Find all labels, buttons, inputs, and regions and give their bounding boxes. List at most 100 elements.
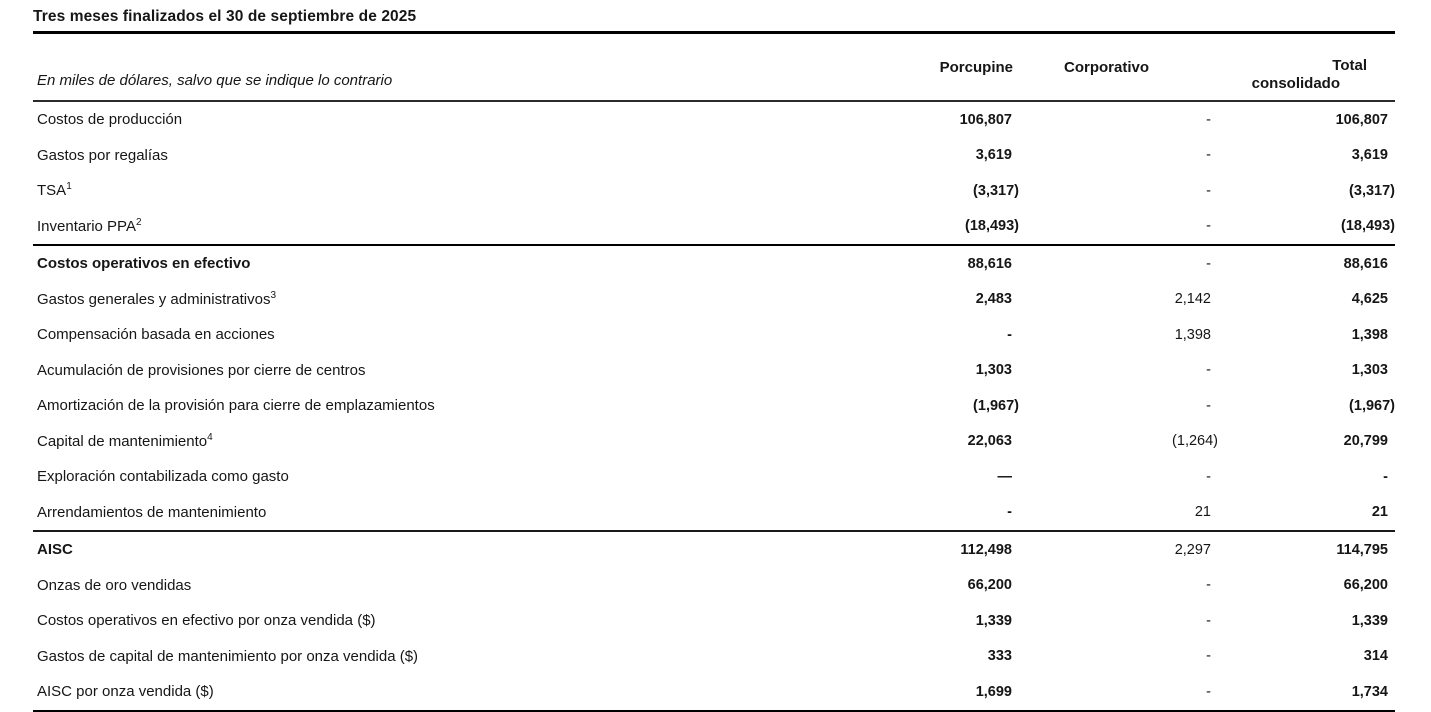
col-header-total-line2: consolidado — [1251, 75, 1340, 92]
cell-value: 333 — [987, 648, 1012, 665]
cell-value: - — [1206, 468, 1211, 485]
cell-total-consolidado: 20,799 — [1218, 424, 1395, 460]
row-label: Onzas de oro vendidas — [33, 568, 850, 604]
cell-corporativo: - — [1019, 138, 1218, 174]
cell-value: 2,483 — [975, 291, 1012, 308]
cell-value: — — [997, 468, 1013, 485]
row-label-text: AISC — [37, 541, 73, 559]
cell-value: 21 — [1194, 504, 1211, 521]
cell-corporativo: - — [1019, 568, 1218, 604]
cell-porcupine: 112,498 — [850, 531, 1019, 568]
cell-value: 1,339 — [1351, 612, 1388, 629]
row-label-text: Compensación basada en acciones — [37, 326, 275, 344]
footnote-marker: 3 — [270, 289, 276, 301]
row-label-text: Capital de mantenimiento — [37, 432, 208, 450]
cell-corporativo: 2,297 — [1019, 531, 1218, 568]
cell-value: 66,200 — [1343, 577, 1388, 594]
row-label: Arrendamientos de mantenimiento — [33, 494, 850, 532]
table-row: Costos operativos en efectivo por onza v… — [33, 603, 1395, 639]
cell-value: - — [1206, 683, 1211, 700]
row-label-text: Onzas de oro vendidas — [37, 576, 192, 594]
row-label: AISC — [33, 531, 850, 568]
cell-total-consolidado: 114,795 — [1218, 531, 1395, 568]
cell-value: - — [1206, 648, 1211, 665]
cell-value: - — [1206, 612, 1211, 629]
cell-corporativo: - — [1019, 674, 1218, 712]
cell-value: 2,297 — [1174, 541, 1211, 558]
cell-value: - — [1206, 111, 1211, 128]
cell-total-consolidado: (1,967) — [1218, 388, 1395, 424]
cell-porcupine: (3,317) — [850, 173, 1019, 209]
row-label: Gastos por regalías — [33, 138, 850, 174]
cell-value: 1,339 — [975, 612, 1012, 629]
cell-porcupine: (18,493) — [850, 208, 1019, 246]
cell-porcupine: 1,699 — [850, 674, 1019, 712]
row-label-text: TSA — [37, 182, 67, 200]
cell-value: 88,616 — [967, 255, 1012, 272]
table-header-row: En miles de dólares, salvo que se indiqu… — [33, 34, 1395, 102]
table-row: Exploración contabilizada como gasto — -… — [33, 459, 1395, 495]
table-row: AISC 112,498 2,297 114,795 — [33, 531, 1395, 568]
footnote-marker: 2 — [135, 216, 142, 228]
cell-value: 3,619 — [1351, 147, 1388, 164]
aisc-table: En miles de dólares, salvo que se indiqu… — [33, 34, 1395, 712]
cell-total-consolidado: - — [1218, 459, 1395, 495]
cell-total-consolidado: (3,317) — [1218, 173, 1395, 209]
row-label: Costos operativos en efectivo por onza v… — [33, 603, 850, 639]
financial-statement-sheet: Tres meses finalizados el 30 de septiemb… — [33, 0, 1395, 712]
cell-porcupine: 106,807 — [850, 101, 1019, 138]
col-header-corporativo: Corporativo — [1019, 34, 1218, 102]
cell-value: - — [1206, 218, 1211, 235]
cell-value: - — [1206, 397, 1211, 414]
cell-porcupine: 66,200 — [850, 568, 1019, 604]
row-label-text: Acumulación de provisiones por cierre de… — [37, 361, 366, 379]
cell-value: 106,807 — [1335, 111, 1388, 128]
col-header-total-line1: Total — [1332, 57, 1367, 74]
cell-value: 1,699 — [975, 683, 1012, 700]
row-label: AISC por onza vendida ($) — [33, 674, 850, 712]
cell-porcupine: 1,339 — [850, 603, 1019, 639]
cell-value: 112,498 — [960, 541, 1012, 558]
cell-value: (1,967) — [1349, 397, 1395, 414]
row-label: Capital de mantenimiento4 — [33, 424, 850, 460]
cell-total-consolidado: 3,619 — [1218, 138, 1395, 174]
table-row: Gastos generales y administrativos3 2,48… — [33, 282, 1395, 318]
row-label-text: Costos de producción — [37, 111, 183, 129]
row-label: Costos operativos en efectivo — [33, 245, 850, 282]
cell-porcupine: — — [850, 459, 1019, 495]
cell-value: 314 — [1363, 648, 1388, 665]
cell-value: - — [1383, 468, 1388, 485]
footnote-marker: 1 — [66, 181, 72, 193]
row-label-text: Gastos por regalías — [37, 146, 168, 164]
table-row: Arrendamientos de mantenimiento - 21 21 — [33, 494, 1395, 532]
cell-value: - — [1206, 182, 1211, 199]
table-row: Gastos por regalías 3,619 - 3,619 — [33, 138, 1395, 174]
row-label: Acumulación de provisiones por cierre de… — [33, 353, 850, 389]
cell-value: (3,317) — [1349, 182, 1395, 199]
cell-total-consolidado: 1,303 — [1218, 353, 1395, 389]
cell-corporativo: 1,398 — [1019, 317, 1218, 353]
cell-value: 1,303 — [1351, 362, 1388, 379]
cell-total-consolidado: 88,616 — [1218, 245, 1395, 282]
cell-corporativo: - — [1019, 353, 1218, 389]
cell-corporativo: - — [1019, 639, 1218, 675]
row-label-text: Gastos de capital de mantenimiento por o… — [37, 647, 419, 665]
cell-porcupine: 1,303 — [850, 353, 1019, 389]
cell-value: 106,807 — [959, 111, 1012, 128]
cell-value: - — [1206, 147, 1211, 164]
units-note: En miles de dólares, salvo que se indiqu… — [33, 34, 850, 102]
cell-value: (1,967) — [973, 397, 1019, 414]
row-label: Gastos generales y administrativos3 — [33, 282, 850, 318]
footnote-marker: 4 — [207, 431, 213, 443]
cell-corporativo: 2,142 — [1019, 282, 1218, 318]
cell-value: 4,625 — [1351, 291, 1388, 308]
cell-corporativo: - — [1019, 603, 1218, 639]
cell-porcupine: 3,619 — [850, 138, 1019, 174]
row-label: Costos de producción — [33, 101, 850, 138]
row-label-text: Amortización de la provisión para cierre… — [37, 397, 435, 415]
cell-total-consolidado: 314 — [1218, 639, 1395, 675]
cell-value: 3,619 — [975, 147, 1012, 164]
cell-total-consolidado: 4,625 — [1218, 282, 1395, 318]
table-row: Gastos de capital de mantenimiento por o… — [33, 639, 1395, 675]
row-label-text: Costos operativos en efectivo — [37, 255, 251, 273]
